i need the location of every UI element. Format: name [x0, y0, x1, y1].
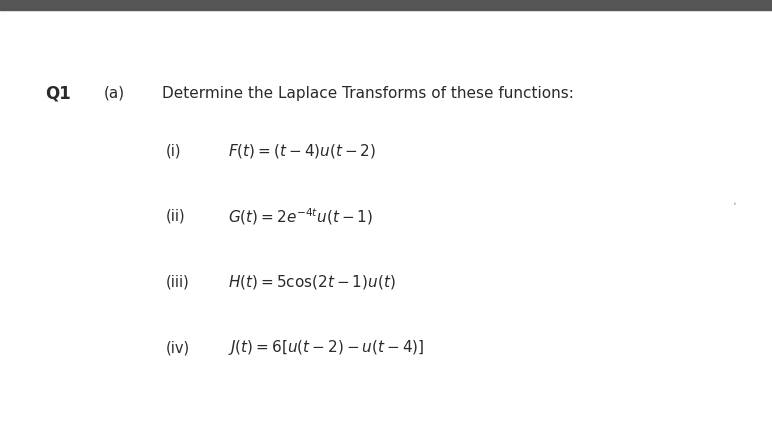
Text: (i): (i)	[166, 143, 181, 158]
Text: (iv): (iv)	[166, 340, 190, 355]
Text: $G(t) = 2e^{-4t}u(t - 1)$: $G(t) = 2e^{-4t}u(t - 1)$	[228, 206, 373, 226]
Text: (a): (a)	[103, 86, 125, 101]
Text: $F(t) = (t - 4)u(t - 2)$: $F(t) = (t - 4)u(t - 2)$	[228, 142, 376, 159]
Text: (iii): (iii)	[166, 274, 190, 290]
Text: Q1: Q1	[45, 84, 71, 102]
Text: (ii): (ii)	[166, 209, 185, 224]
Text: $J(t) = 6[u(t - 2) - u(t - 4)]$: $J(t) = 6[u(t - 2) - u(t - 4)]$	[228, 338, 425, 357]
Bar	[0, 0, 772, 10]
Text: ,: ,	[733, 196, 737, 206]
Text: $H(t) = 5\cos(2t - 1)u(t)$: $H(t) = 5\cos(2t - 1)u(t)$	[228, 273, 395, 291]
Text: Determine the Laplace Transforms of these functions:: Determine the Laplace Transforms of thes…	[162, 86, 574, 101]
